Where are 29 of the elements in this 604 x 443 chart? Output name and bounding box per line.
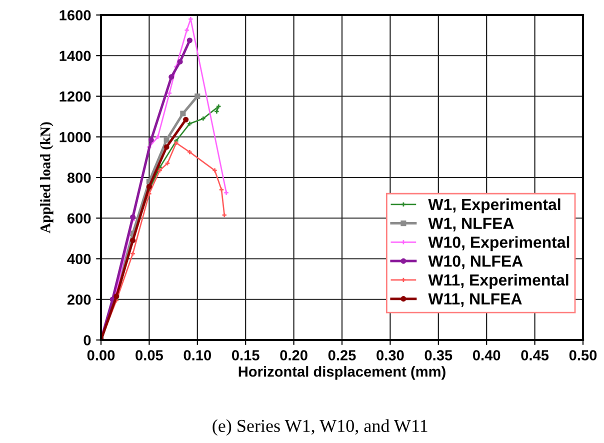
text: (e) Series W1, W10, and W11 <box>212 419 428 436</box>
x-tick-label: 0.35 <box>424 350 452 360</box>
x-tick-label: 0.50 <box>569 350 597 360</box>
legend-label: W10, Experimental <box>428 236 570 252</box>
x-tick-label: 0.40 <box>472 350 500 360</box>
x-tick-label: 0.20 <box>280 350 308 360</box>
x-tick-label: 0.25 <box>328 350 356 360</box>
legend-label: W11, NLFEA <box>428 293 522 307</box>
y-tick-label: 0 <box>84 335 91 346</box>
y-tick-label: 1000 <box>60 132 91 142</box>
x-tick-label: 0.45 <box>521 350 549 360</box>
x-tick-label: 0.00 <box>87 350 115 360</box>
y-tick-label: 400 <box>67 254 91 264</box>
x-axis-title: Horizontal displacement (mm) <box>238 366 446 380</box>
x-tick-label: 0.15 <box>232 350 260 360</box>
x-tick-label: 0.05 <box>136 350 163 360</box>
y-tick-label: 1200 <box>60 91 91 102</box>
y-tick-label: 600 <box>67 213 91 224</box>
x-tick-label: 0.30 <box>376 350 404 360</box>
legend-label: W10, NLFEA <box>428 255 523 270</box>
y-tick-label: 1600 <box>60 10 91 20</box>
legend-label: W1, NLFEA <box>428 218 514 232</box>
y-axis-title: Applied load (kN) <box>40 122 54 234</box>
y-tick-label: 800 <box>67 172 91 183</box>
y-tick-label: 200 <box>67 294 91 305</box>
y-tick-label: 1400 <box>60 50 91 62</box>
legend-label: W1, Experimental <box>428 198 560 214</box>
legend-label: W11, Experimental <box>428 274 568 289</box>
x-tick-label: 0.10 <box>184 350 211 360</box>
